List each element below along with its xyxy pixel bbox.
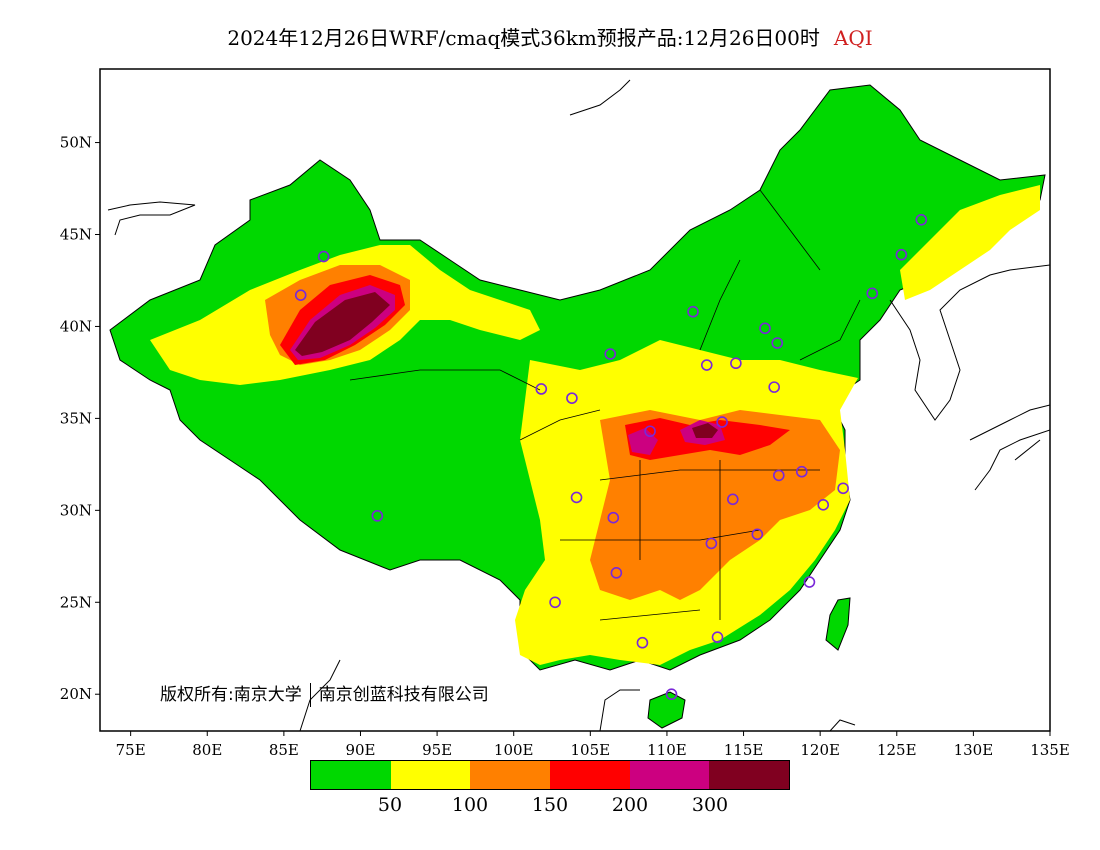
station-marker xyxy=(771,337,784,349)
station-marker xyxy=(636,636,649,649)
aqi-region-yellow-ne xyxy=(900,185,1040,300)
station-marker xyxy=(730,357,742,370)
copyright-right: 南京创蓝科技有限公司 xyxy=(318,685,489,705)
x-tick-label: 120E xyxy=(800,741,840,759)
station-marker xyxy=(759,322,771,335)
x-tick-label: 110E xyxy=(647,741,687,759)
station-marker xyxy=(727,493,739,506)
station-marker xyxy=(817,499,830,511)
legend-swatch xyxy=(311,761,391,789)
legend-label: 100 xyxy=(451,794,489,816)
aqi-region-maroon-central xyxy=(692,423,718,438)
station-marker xyxy=(687,305,699,318)
y-tick-label: 25N xyxy=(60,593,92,611)
legend-label: 200 xyxy=(611,794,649,816)
y-tick-label: 20N xyxy=(60,685,92,703)
x-tick-label: 95E xyxy=(422,741,452,759)
province-borders xyxy=(349,189,861,621)
x-tick-label: 75E xyxy=(116,741,146,759)
y-tick-label: 45N xyxy=(60,226,92,244)
y-tick-label: 30N xyxy=(60,501,92,519)
station-marker xyxy=(700,359,713,371)
title-variable: AQI xyxy=(833,26,873,50)
x-tick-label: 85E xyxy=(269,741,299,759)
copyright-left: 版权所有:南京大学 xyxy=(160,685,302,705)
station-marker xyxy=(751,528,764,541)
x-tick-label: 105E xyxy=(571,741,611,759)
station-marker xyxy=(566,392,578,404)
copyright-separator xyxy=(309,683,311,707)
x-axis: 75E 80E 85E 90E 95E 100E 105E 110E 115E 120E 125E 1… xyxy=(116,731,1070,759)
korea-coastline xyxy=(889,264,1050,421)
y-axis: 20N 25N 30N 35N 40N 45N 50N xyxy=(60,134,100,703)
title-text: 2024年12月26日WRF/cmaq模式36km预报产品:12月26日00时 xyxy=(227,26,820,50)
station-marker xyxy=(371,510,384,522)
y-tick-label: 40N xyxy=(60,317,92,335)
station-marker xyxy=(317,250,330,263)
hainan-island xyxy=(647,691,686,729)
aqi-region-maroon-west xyxy=(295,292,390,356)
x-tick-label: 135E xyxy=(1030,741,1070,759)
station-marker xyxy=(604,348,617,360)
station-markers xyxy=(294,213,928,701)
station-marker xyxy=(768,381,780,393)
station-marker xyxy=(535,383,548,395)
legend-swatch xyxy=(390,761,471,789)
map-title: 2024年12月26日WRF/cmaq模式36km预报产品:12月26日00时 A… xyxy=(0,22,1100,51)
x-tick-label: 100E xyxy=(494,741,534,759)
aqi-region-purple-central-2 xyxy=(628,428,658,455)
station-marker xyxy=(711,631,724,644)
station-marker xyxy=(607,511,620,524)
station-marker xyxy=(610,567,623,579)
map-area xyxy=(107,79,1050,731)
station-marker xyxy=(915,213,928,226)
station-marker xyxy=(549,596,561,609)
copyright-notice: 版权所有:南京大学 南京创蓝科技有限公司 xyxy=(160,680,489,707)
taiwan-island xyxy=(825,597,851,651)
station-marker xyxy=(570,491,583,504)
legend-swatch xyxy=(709,761,790,789)
x-tick-label: 130E xyxy=(954,741,994,759)
station-marker xyxy=(895,248,908,261)
russia-coastline xyxy=(107,79,631,236)
legend-swatch xyxy=(470,761,551,789)
legend-label: 50 xyxy=(377,794,403,816)
x-tick-label: 115E xyxy=(724,741,764,759)
station-marker xyxy=(772,469,785,482)
station-marker xyxy=(866,287,879,300)
station-marker xyxy=(294,289,307,301)
color-legend xyxy=(310,760,790,790)
station-marker xyxy=(837,482,849,495)
legend-swatch xyxy=(629,761,710,789)
se-asia-coastline xyxy=(299,659,856,731)
station-marker xyxy=(705,537,718,550)
x-tick-label: 80E xyxy=(192,741,222,759)
legend-swatch xyxy=(550,761,630,789)
y-tick-label: 35N xyxy=(60,409,92,427)
japan-coastline xyxy=(969,404,1050,491)
x-tick-label: 125E xyxy=(877,741,917,759)
station-marker xyxy=(803,576,816,588)
map-frame xyxy=(99,68,1051,732)
y-tick-label: 50N xyxy=(60,134,92,152)
station-marker xyxy=(716,416,728,428)
station-marker xyxy=(665,688,678,701)
x-tick-label: 90E xyxy=(345,741,375,759)
legend-label: 300 xyxy=(691,794,729,816)
legend-label: 150 xyxy=(531,794,569,816)
station-marker xyxy=(795,465,808,478)
station-marker xyxy=(644,425,656,438)
